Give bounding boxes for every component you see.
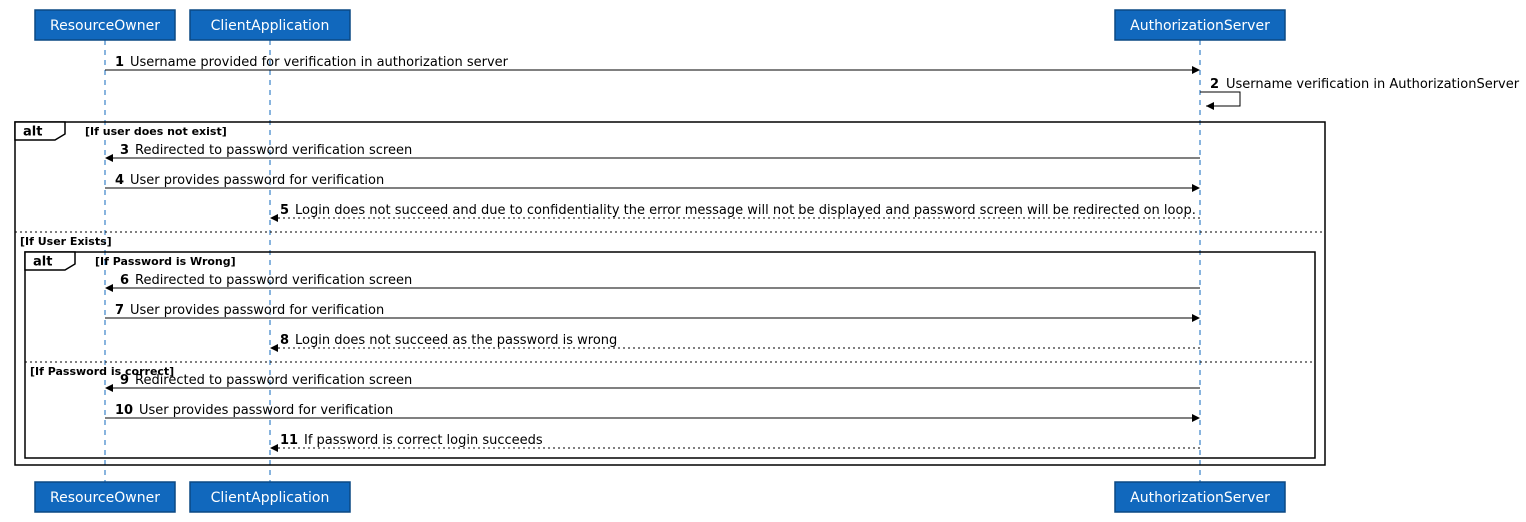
message-11: 11 If password is correct login succeeds: [272, 433, 1200, 448]
alt-label: alt: [23, 125, 42, 140]
message-text: If password is correct login succeeds: [304, 433, 543, 448]
participant-label-as: AuthorizationServer: [1130, 490, 1270, 506]
message-number: 2: [1210, 77, 1219, 92]
participant-label-ca: ClientApplication: [211, 490, 330, 506]
message-text: User provides password for verification: [130, 303, 384, 318]
message-2: 2 Username verification in AuthorizationS…: [1200, 77, 1520, 106]
message-number: 4: [115, 173, 124, 188]
arrow-head: [105, 154, 113, 162]
participant-label-ro: ResourceOwner: [50, 490, 160, 506]
message-8: 8 Login does not succeed as the password …: [272, 333, 1200, 348]
arrow-head: [270, 444, 278, 452]
message-number: 11: [280, 433, 298, 448]
participant-label-ca: ClientApplication: [211, 18, 330, 34]
message-text: User provides password for verification: [130, 173, 384, 188]
message-text: Redirected to password verification scre…: [135, 373, 412, 388]
message-text: Login does not succeed as the password i…: [295, 333, 617, 348]
arrow-head: [270, 344, 278, 352]
message-number: 10: [115, 403, 133, 418]
guard-text: [If Password is Wrong]: [95, 255, 236, 268]
message-number: 5: [280, 203, 289, 218]
guard-text: [If user does not exist]: [85, 125, 227, 138]
message-number: 6: [120, 273, 129, 288]
message-number: 8: [280, 333, 289, 348]
message-5: 5 Login does not succeed and due to confi…: [272, 203, 1200, 218]
arrow-head: [270, 214, 278, 222]
message-7: 7 User provides password for verification: [105, 303, 1198, 318]
message-6: 6 Redirected to password verification scr…: [107, 273, 1200, 288]
participant-label-ro: ResourceOwner: [50, 18, 160, 34]
guard-text: [If User Exists]: [20, 235, 112, 248]
message-number: 1: [115, 55, 124, 70]
message-1: 1 Username provided for verification in a…: [105, 55, 1198, 70]
message-10: 10 User provides password for verificatio…: [105, 403, 1198, 418]
arrow-head: [1192, 414, 1200, 422]
alt-label: alt: [33, 255, 52, 270]
participant-label-as: AuthorizationServer: [1130, 18, 1270, 34]
message-text: Redirected to password verification scre…: [135, 273, 412, 288]
arrow-head: [1192, 184, 1200, 192]
sequence-diagram: alt [If user does not exist] [If User Exis…: [0, 0, 1526, 522]
arrow-head: [105, 284, 113, 292]
message-text: Username verification in AuthorizationSe…: [1226, 77, 1520, 92]
message-text: Username provided for verification in au…: [130, 55, 509, 70]
message-3: 3 Redirected to password verification scr…: [107, 143, 1200, 158]
message-9: 9 Redirected to password verification scr…: [107, 373, 1200, 388]
message-number: 3: [120, 143, 129, 158]
message-text: Login does not succeed and due to confid…: [295, 203, 1196, 218]
message-number: 9: [120, 373, 129, 388]
message-text: User provides password for verification: [139, 403, 393, 418]
message-4: 4 User provides password for verification: [105, 173, 1198, 188]
message-line: [1200, 92, 1240, 106]
arrow-head: [1192, 66, 1200, 74]
arrow-head: [105, 384, 113, 392]
arrow-head: [1192, 314, 1200, 322]
message-text: Redirected to password verification scre…: [135, 143, 412, 158]
message-number: 7: [115, 303, 124, 318]
arrow-head: [1206, 102, 1214, 110]
